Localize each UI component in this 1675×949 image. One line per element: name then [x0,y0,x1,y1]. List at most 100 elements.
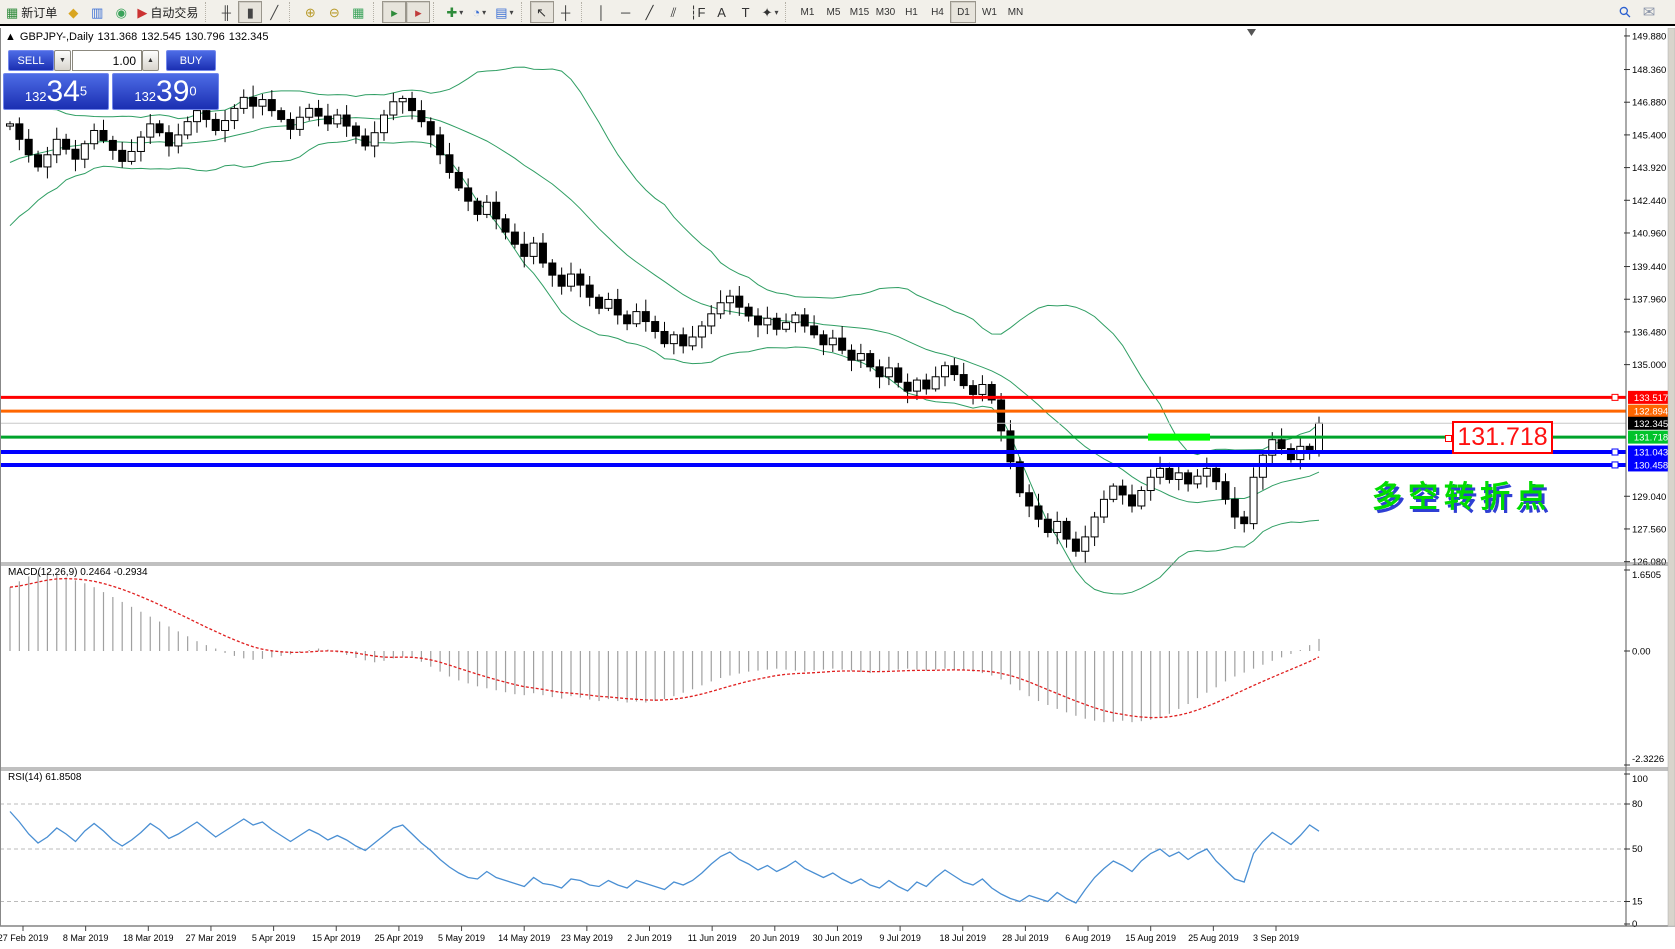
date-label[interactable]: 28 Jul 2019 [1002,933,1049,943]
date-label[interactable]: 18 Jul 2019 [939,933,986,943]
ohlc-open: 131.368 [97,31,138,43]
volume-input[interactable] [72,50,142,71]
sell-price-prefix: 132 [24,89,47,104]
timeframe-button-M15[interactable]: M15 [846,1,872,23]
date-label[interactable]: 14 May 2019 [498,933,550,943]
autotrading-button-label: 自动交易 [150,5,199,20]
chart-shift-end-button[interactable]: ▸ [406,1,431,23]
date-label[interactable]: 2 Jun 2019 [627,933,672,943]
crosshair-button[interactable]: ┼ [554,1,578,23]
date-label[interactable]: 15 Aug 2019 [1125,933,1176,943]
timeframe-button-D1[interactable]: D1 [950,1,977,23]
date-label[interactable]: 30 Jun 2019 [813,933,863,943]
auto-scroll-button[interactable]: ▸ [382,1,407,23]
y-axis-label: 129.040 [1632,492,1666,503]
price-tag-131.718: 131.718 [1634,433,1668,444]
periods-button[interactable]: ◔ ▾ [467,1,491,23]
price-tag-132.894: 132.894 [1634,407,1668,418]
y-axis-label: 135.000 [1632,360,1666,371]
arrows-button[interactable]: ✦ ▾ [758,1,783,23]
highlight-segment[interactable] [1148,433,1210,441]
vertical-line-button[interactable]: │ [590,1,614,23]
horizontal-line-icon: ─ [620,4,631,20]
date-label[interactable]: 25 Apr 2019 [375,933,424,943]
date-label[interactable]: 15 Apr 2019 [312,933,361,943]
cursor-icon: ↖ [536,4,548,20]
date-label[interactable]: 3 Sep 2019 [1253,933,1299,943]
collapse-triangle-icon[interactable]: ▲ [5,31,16,43]
date-label[interactable]: 20 Jun 2019 [750,933,800,943]
trendline-button[interactable]: ╱ [638,1,662,23]
cn-annotation-text[interactable]: 多空转折点 [1372,481,1552,514]
autotrading-button[interactable]: ▶ 自动交易 [133,1,202,23]
sell-price-button[interactable]: 132345 [3,73,109,110]
text-label-button[interactable]: T [734,1,758,23]
market-watch-button[interactable]: ▥ [85,1,109,23]
date-label[interactable]: 27 Mar 2019 [186,933,237,943]
toolbar: ▦ 新订单 ◆ ▥ ◉ ▶ 自动交易 ╫ ▮ ╱ ⊕ ⊖ ▦ ▸ ▸ ✚ ▾ ◔ ▾ ▤ ▾ ↖ ┼ │ ─ ╱ ⫽ ┆F A T ✦ ▾ M1… [0,0,1675,26]
indicators-button[interactable]: ✚ ▾ [442,1,467,23]
timeframe-button-H4[interactable]: H4 [924,1,950,23]
price-tag-130.458: 130.458 [1634,460,1668,471]
price-annotation-box[interactable]: 131.718 [1445,421,1553,454]
chevron-down-icon[interactable]: ▾ [509,7,514,17]
date-label[interactable]: 5 May 2019 [438,933,485,943]
timeframe-button-W1[interactable]: W1 [976,1,1002,23]
equidistant-channel-button[interactable]: ⫽ [662,1,686,23]
fibonacci-button[interactable]: ┆F [686,1,710,23]
sell-button[interactable]: SELL [8,50,54,71]
buy-price-button[interactable]: 132390 [112,73,219,110]
cursor-button[interactable]: ↖ [529,1,554,23]
chevron-down-icon[interactable]: ▾ [482,7,487,17]
zoom-in-button[interactable]: ⊕ [298,1,322,23]
timeframe-button-M30[interactable]: M30 [872,1,898,23]
timeframe-button-MN[interactable]: MN [1002,1,1028,23]
timeframe-button-M1[interactable]: M1 [794,1,820,23]
chevron-down-icon[interactable]: ▾ [459,7,464,17]
y-axis-label: 143.920 [1632,163,1666,174]
chart-shift-button[interactable]: ◆ [61,1,85,23]
line-chart-button[interactable]: ╱ [262,1,286,23]
search-icon-icon: ⚲ [1615,2,1635,22]
chart-shift-end-icon: ▸ [415,4,422,20]
vertical-scrollbar[interactable] [1667,28,1675,927]
chart-shift-marker-icon[interactable] [1247,29,1256,36]
volume-increase-button[interactable]: ▲ [142,50,159,71]
bar-chart-button[interactable]: ╫ [214,1,238,23]
date-label[interactable]: 18 Mar 2019 [123,933,174,943]
candlestick-chart-button[interactable]: ▮ [238,1,263,23]
date-label[interactable]: 25 Aug 2019 [1188,933,1239,943]
horizontal-line-button[interactable]: ─ [614,1,638,23]
timeframe-button-M5[interactable]: M5 [820,1,846,23]
date-label[interactable]: 5 Apr 2019 [252,933,296,943]
y-axis-label: 140.960 [1632,228,1666,239]
date-label[interactable]: 8 Mar 2019 [63,933,109,943]
date-label[interactable]: 11 Jun 2019 [688,933,737,943]
search-icon[interactable]: ⚲ [1613,1,1637,23]
date-label[interactable]: 9 Jul 2019 [879,933,921,943]
new-order-button[interactable]: ▦ 新订单 [2,1,61,23]
date-label[interactable]: 6 Aug 2019 [1065,933,1111,943]
macd-panel: 1.6505 0.00 -2.3226 [9,569,1664,766]
chevron-down-icon[interactable]: ▾ [774,7,779,17]
zoom-out-button[interactable]: ⊖ [322,1,346,23]
buy-button[interactable]: BUY [166,50,216,71]
y-axis-label: 146.880 [1632,98,1666,109]
horizontal-level-lines[interactable] [0,393,1626,469]
templates-button[interactable]: ▤ ▾ [491,1,517,23]
chat-icon[interactable]: ✉ [1637,1,1661,23]
chart-canvas[interactable]: 133.517132.894132.345131.718131.043130.4… [0,28,1675,949]
date-label[interactable]: 23 May 2019 [561,933,613,943]
volume-decrease-button[interactable]: ▼ [54,50,71,71]
text-icon: A [717,4,726,20]
y-axis-label: 142.440 [1632,196,1666,207]
text-button[interactable]: A [710,1,734,23]
rsi-axis-label: 100 [1632,774,1648,785]
macd-axis-label: -2.3226 [1632,754,1664,765]
rsi-axis-label: 50 [1632,844,1643,855]
tile-windows-button[interactable]: ▦ [346,1,370,23]
date-label[interactable]: 27 Feb 2019 [0,933,48,943]
signals-button[interactable]: ◉ [109,1,133,23]
timeframe-button-H1[interactable]: H1 [898,1,924,23]
macd-axis-label: 0.00 [1632,647,1651,658]
